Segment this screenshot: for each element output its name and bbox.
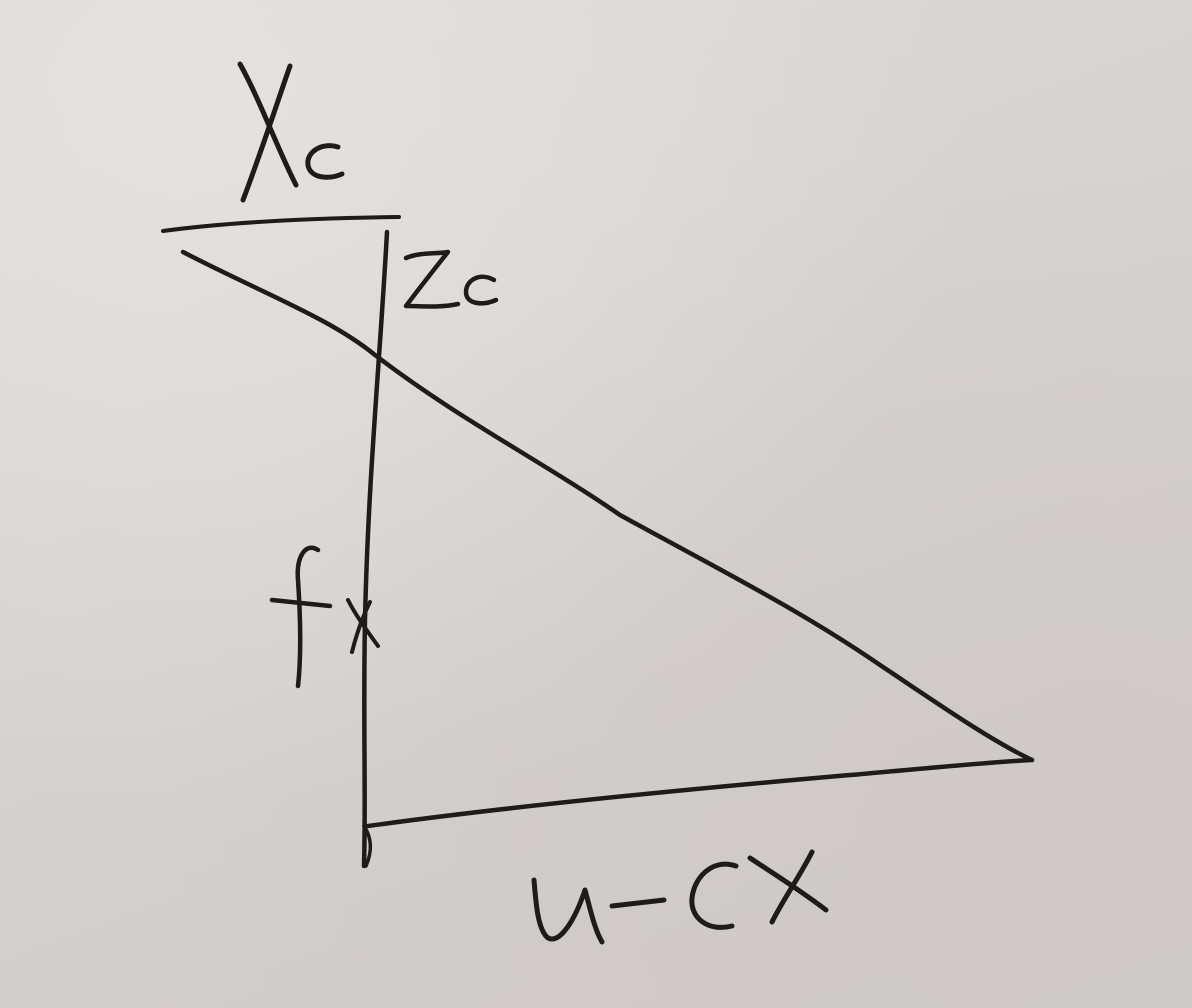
corner-tick: [362, 824, 372, 868]
zc-axis-line: [361, 229, 390, 869]
bottom-side-line: [365, 757, 1035, 829]
focal-label: f: [269, 545, 380, 689]
bottom-label: u-cx: [531, 849, 829, 945]
zc-label: Zc: [403, 249, 499, 309]
xc-label: Xc: [237, 61, 345, 203]
xc-axis-line: [161, 215, 401, 233]
projection-ray: [180, 249, 1035, 763]
